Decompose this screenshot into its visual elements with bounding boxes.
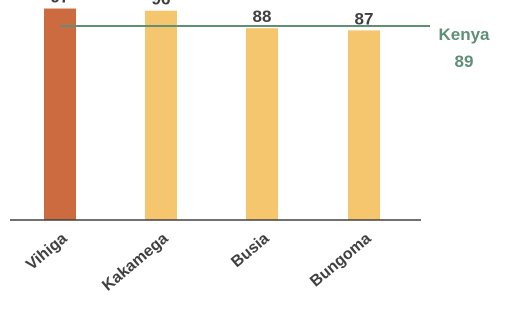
bar-kakamega (145, 10, 177, 220)
x-tick-label-bungoma: Bungoma (307, 230, 375, 291)
x-tick-label-busia: Busia (228, 230, 272, 271)
data-label-kakamega: 96 (152, 0, 171, 9)
x-tick-label-vihiga: Vihiga (23, 230, 71, 274)
data-label-vihiga: 97 (51, 0, 70, 7)
bar-busia (246, 28, 278, 220)
data-label-bungoma: 87 (355, 9, 374, 28)
bar-bungoma (348, 30, 380, 221)
reference-line-value-label: 89 (455, 52, 474, 71)
data-label-busia: 88 (253, 7, 272, 26)
reference-line-label: Kenya (438, 25, 490, 44)
x-tick-label-kakamega: Kakamega (99, 230, 171, 295)
bar-vihiga (44, 8, 76, 221)
